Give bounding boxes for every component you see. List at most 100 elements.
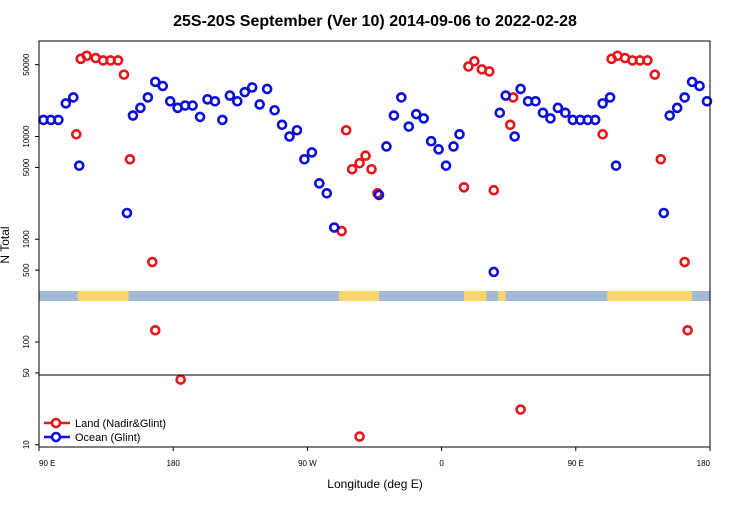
- x-axis-label: Longitude (deg E): [327, 477, 422, 491]
- ocean-point-67: [671, 102, 683, 114]
- ocean-point-6: [121, 207, 133, 219]
- data-points: [38, 50, 713, 442]
- ocean-point-47: [488, 266, 500, 278]
- ocean-point-44: [440, 160, 452, 171]
- ocean-point-18: [209, 96, 221, 107]
- ocean-point-69: [686, 76, 698, 88]
- land-segment-4: [607, 291, 693, 301]
- ocean-point-28: [284, 131, 295, 142]
- y-tick-label-2: 100: [22, 335, 31, 349]
- legend-label-ocean: Ocean (Glint): [75, 432, 140, 444]
- land-point-20: [458, 182, 470, 193]
- ocean-point-68: [679, 92, 690, 103]
- land-point-26: [504, 119, 516, 131]
- x-tick-label-0: 90 E: [39, 459, 55, 468]
- land-point-35: [642, 55, 653, 66]
- ocean-point-39: [403, 121, 415, 132]
- land-point-8: [124, 153, 136, 165]
- land-point-38: [679, 256, 690, 268]
- land-point-2: [81, 50, 93, 62]
- y-tick-label-0: 10: [22, 440, 31, 449]
- ocean-point-50: [509, 131, 520, 142]
- ocean-point-37: [388, 110, 400, 121]
- y-tick-label-6: 10000: [22, 125, 31, 148]
- land-point-36: [649, 69, 661, 80]
- ocean-point-7: [127, 110, 139, 121]
- land-point-28: [515, 404, 526, 415]
- y-axis-ticks: 10 50 100 500 1000 5000 10000 50000: [22, 53, 39, 449]
- ocean-point-36: [381, 141, 392, 152]
- ocean-point-51: [515, 83, 526, 95]
- land-point-11: [175, 374, 186, 385]
- ocean-point-63: [604, 92, 616, 103]
- chart-title: 25S-20S September (Ver 10) 2014-09-06 to…: [173, 13, 577, 30]
- land-point-15: [354, 157, 365, 169]
- x-axis-ticks: 90 E 180 90 W 0 90 E 180: [38, 447, 711, 468]
- ocean-point-5: [73, 160, 85, 171]
- ocean-point-16: [194, 111, 206, 123]
- ocean-point-20: [224, 90, 236, 101]
- ocean-point-49: [500, 90, 512, 101]
- legend-label-land: Land (Nadir&Glint): [75, 418, 166, 430]
- ocean-point-23: [246, 82, 258, 93]
- ocean-point-66: [664, 110, 676, 121]
- land-point-10: [150, 324, 161, 336]
- ocean-point-8: [135, 102, 146, 114]
- ocean-point-61: [589, 114, 601, 126]
- land-point-13: [340, 124, 352, 136]
- land-point-22: [469, 55, 480, 67]
- ocean-point-38: [396, 92, 407, 103]
- land-point-17: [366, 163, 377, 175]
- land-point-21: [463, 61, 474, 72]
- land-point-16: [360, 150, 371, 162]
- y-tick-label-5: 5000: [22, 158, 31, 176]
- legend-marker-land: [50, 417, 62, 429]
- plot-frame: [38, 40, 711, 448]
- ocean-point-41: [418, 113, 430, 124]
- legend: Land (Nadir&Glint) Ocean (Glint): [44, 417, 166, 444]
- ocean-point-9: [142, 92, 154, 103]
- land-point-39: [682, 324, 693, 336]
- land-point-24: [484, 66, 495, 77]
- ocean-point-70: [694, 80, 705, 92]
- land-point-19: [354, 431, 365, 442]
- ocean-point-29: [291, 124, 303, 136]
- ocean-point-56: [552, 102, 564, 114]
- x-tick-label-1: 180: [167, 459, 181, 468]
- ocean-point-45: [448, 141, 459, 152]
- ocean-point-42: [425, 135, 437, 147]
- ocean-point-24: [254, 99, 265, 110]
- ocean-point-31: [306, 147, 318, 158]
- y-tick-label-3: 500: [22, 263, 31, 277]
- x-tick-label-3: 0: [439, 459, 444, 468]
- ocean-point-4: [67, 92, 79, 103]
- ocean-point-30: [299, 153, 310, 165]
- land-point-29: [597, 129, 608, 140]
- ocean-point-10: [150, 76, 161, 88]
- land-ocean-strip: [39, 291, 710, 301]
- land-point-7: [118, 69, 130, 80]
- ocean-point-34: [328, 222, 340, 233]
- ocean-point-57: [560, 107, 571, 119]
- land-segment-2: [463, 291, 487, 301]
- ocean-point-35: [373, 189, 385, 201]
- ocean-point-11: [157, 80, 169, 92]
- x-tick-label-2: 90 W: [298, 459, 317, 468]
- land-segment-3: [498, 291, 506, 301]
- x-tick-label-4: 90 E: [568, 459, 584, 468]
- ocean-point-64: [610, 160, 622, 171]
- y-tick-label-1: 50: [22, 368, 31, 377]
- ocean-point-43: [433, 144, 444, 155]
- land-point-14: [346, 163, 358, 175]
- land-point-9: [147, 256, 158, 268]
- ocean-point-12: [164, 96, 176, 107]
- ocean-point-46: [454, 129, 465, 140]
- ocean-point-15: [187, 100, 198, 111]
- ocean-point-26: [269, 104, 280, 116]
- land-point-6: [112, 55, 124, 66]
- ocean-point-19: [217, 114, 228, 126]
- ocean-point-48: [494, 107, 506, 119]
- y-tick-label-7: 50000: [22, 53, 31, 76]
- ocean-point-54: [537, 107, 549, 119]
